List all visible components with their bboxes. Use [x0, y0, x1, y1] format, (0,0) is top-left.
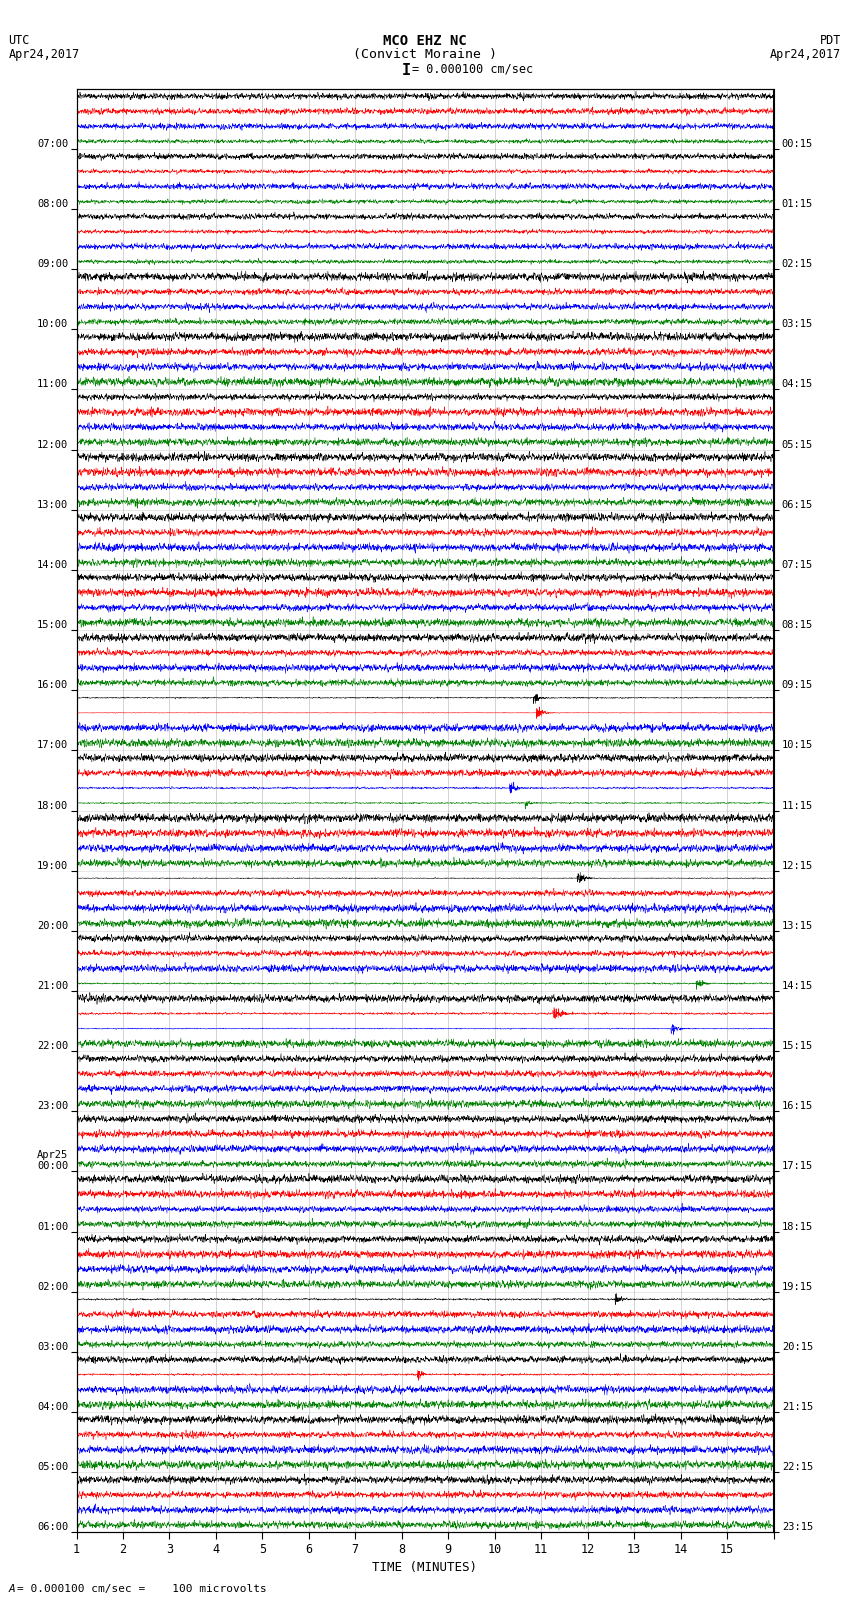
X-axis label: TIME (MINUTES): TIME (MINUTES) [372, 1561, 478, 1574]
Text: Apr24,2017: Apr24,2017 [8, 48, 80, 61]
Text: MCO EHZ NC: MCO EHZ NC [383, 34, 467, 48]
Text: PDT: PDT [820, 34, 842, 47]
Text: Apr24,2017: Apr24,2017 [770, 48, 842, 61]
Text: UTC: UTC [8, 34, 30, 47]
Text: (Convict Moraine ): (Convict Moraine ) [353, 48, 497, 61]
Text: A: A [8, 1584, 15, 1594]
Text: I: I [402, 63, 411, 77]
Text: = 0.000100 cm/sec =    100 microvolts: = 0.000100 cm/sec = 100 microvolts [17, 1584, 267, 1594]
Text: = 0.000100 cm/sec: = 0.000100 cm/sec [412, 63, 534, 76]
